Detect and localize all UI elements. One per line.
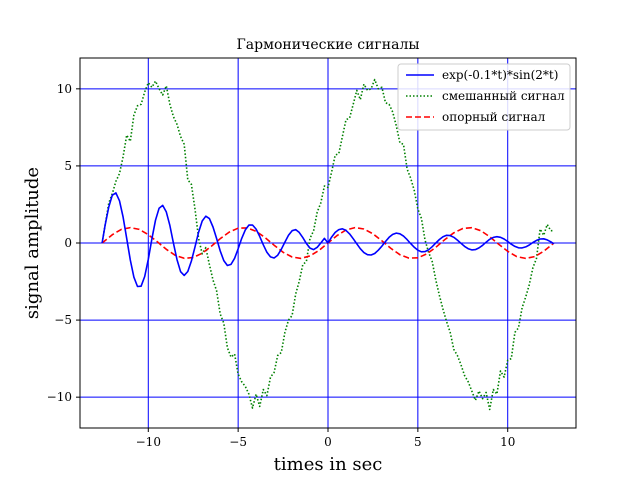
series-line-1 [101,78,554,411]
series-line-0 [101,192,555,288]
y-tick-label: 10 [57,82,72,96]
series-lines [101,78,555,411]
legend-label-1: смешанный сигнал [442,89,565,103]
y-tick-label: −5 [54,313,72,327]
x-tick-label: −5 [229,435,247,449]
legend: exp(-0.1*t)*sin(2*t) смешанный сигнал оп… [397,63,571,131]
legend-label-2: опорный сигнал [442,110,546,124]
x-tick-label: −10 [136,435,161,449]
x-tick-label: 0 [324,435,332,449]
legend-box [397,63,571,131]
y-tick-label: 5 [64,159,72,173]
x-tick-label: 5 [414,435,422,449]
y-tick-label: −10 [47,390,72,404]
x-tick-label: 10 [500,435,515,449]
y-axis-label: signal amplitude [22,167,43,319]
axis-ticks: −10 −5 0 5 10 −10 −5 0 5 10 [47,82,516,449]
y-tick-label: 0 [64,236,72,250]
x-axis-label: times in sec [274,454,383,475]
legend-label-0: exp(-0.1*t)*sin(2*t) [442,68,558,82]
chart-title: Гармонические сигналы [237,37,420,53]
